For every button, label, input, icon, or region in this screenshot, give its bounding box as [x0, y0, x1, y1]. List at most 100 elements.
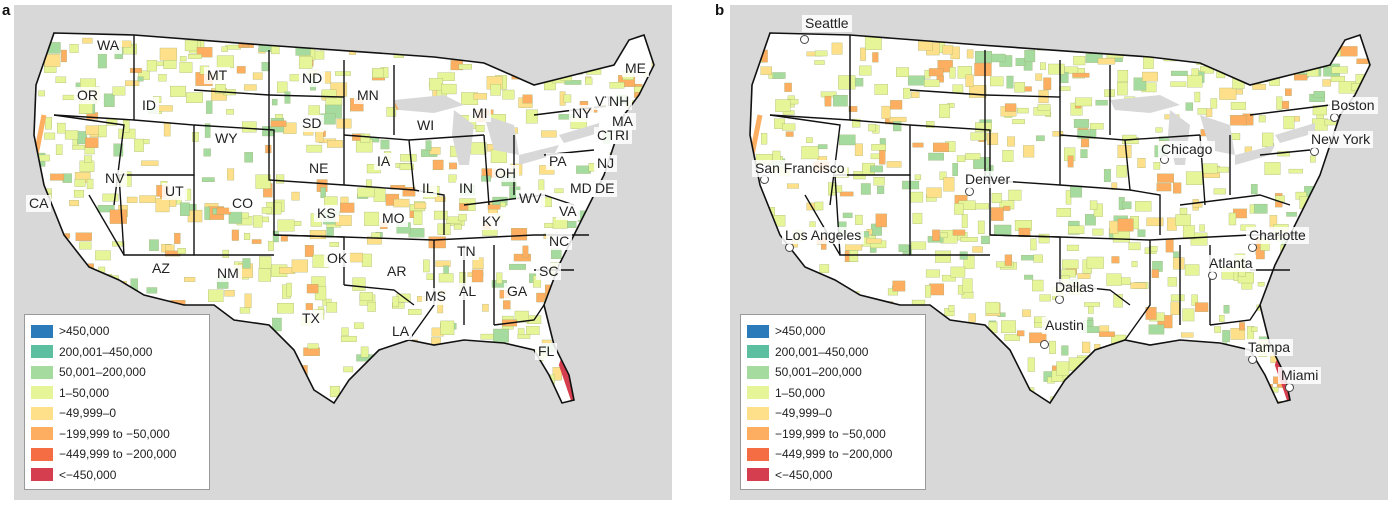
city-label-charlotte: Charlotte: [1246, 227, 1309, 244]
county-cell: [1177, 390, 1190, 399]
county-cell: [1114, 347, 1130, 362]
county-cell: [417, 365, 424, 376]
county-cell: [594, 349, 608, 355]
city-label-san-francisco: San Francisco: [752, 160, 848, 177]
state-label-nc: NC: [546, 233, 573, 250]
county-cell: [335, 71, 351, 76]
county-cell: [480, 333, 494, 340]
legend-swatch: [31, 386, 53, 400]
county-cell: [375, 386, 382, 399]
county-cell: [1006, 75, 1014, 89]
county-cell: [1342, 313, 1352, 328]
county-cell: [1056, 361, 1070, 376]
county-cell: [1172, 46, 1189, 60]
county-cell: [1106, 273, 1122, 286]
county-cell: [85, 125, 99, 135]
county-cell: [1128, 392, 1136, 402]
county-cell: [903, 87, 911, 99]
county-cell: [215, 84, 226, 94]
county-cell: [141, 298, 154, 305]
county-cell: [548, 64, 555, 71]
county-cell: [213, 335, 226, 343]
county-cell: [932, 142, 949, 152]
state-label-ky: KY: [479, 213, 504, 230]
county-cell: [1014, 82, 1025, 93]
state-border: [769, 114, 841, 206]
county-cell: [525, 109, 538, 124]
county-cell: [40, 266, 56, 279]
county-cell: [1365, 189, 1370, 201]
county-cell: [1367, 72, 1370, 85]
county-cell: [1244, 381, 1260, 387]
state-border: [119, 119, 195, 176]
city-label-miami: Miami: [1278, 367, 1322, 384]
county-cell: [966, 49, 974, 59]
county-cell: [43, 294, 50, 305]
legend-swatch: [31, 447, 53, 461]
state-label-ca: CA: [26, 195, 52, 212]
county-cell: [170, 85, 186, 97]
county-cell: [482, 229, 498, 236]
county-cell: [585, 77, 593, 85]
county-cell: [911, 241, 927, 250]
legend-swatch: [747, 324, 769, 338]
county-cell: [109, 282, 116, 295]
state-border: [804, 194, 841, 256]
state-border: [1249, 104, 1331, 116]
county-cell: [387, 403, 394, 413]
county-cell: [222, 249, 230, 258]
county-cell: [912, 142, 924, 148]
county-cell: [819, 264, 830, 273]
county-cell: [624, 327, 642, 341]
legend-label: <−450,000: [59, 467, 117, 482]
county-cell: [566, 338, 578, 348]
county-cell: [775, 99, 791, 112]
county-cell: [1244, 379, 1259, 394]
city-marker-denver: [965, 187, 974, 196]
county-cell: [964, 390, 979, 401]
county-cell: [38, 90, 45, 97]
county-cell: [1029, 332, 1047, 344]
county-cell: [1257, 67, 1266, 80]
county-cell: [230, 397, 239, 403]
county-cell: [438, 273, 454, 283]
county-cell: [493, 395, 504, 403]
county-cell: [511, 363, 520, 375]
county-cell: [1021, 254, 1036, 261]
county-cell: [814, 50, 828, 57]
county-cell: [877, 186, 885, 194]
state-border: [1124, 134, 1201, 141]
county-cell: [1142, 71, 1158, 82]
county-cell: [98, 125, 107, 138]
county-cell: [1224, 62, 1239, 72]
county-cell: [426, 273, 434, 280]
state-label-wv: WV: [516, 190, 545, 207]
county-cell: [244, 293, 252, 308]
county-cell: [1358, 310, 1370, 325]
county-cell: [852, 118, 861, 128]
county-cell: [974, 62, 992, 77]
county-cell: [1156, 183, 1172, 192]
county-cell: [141, 160, 159, 166]
state-label-va: VA: [556, 203, 580, 220]
legend-item: −49,999–0: [31, 403, 203, 424]
legend-item: −449,999 to −200,000: [31, 444, 203, 465]
county-cell: [1224, 360, 1239, 373]
county-cell: [1166, 380, 1173, 388]
county-cell: [76, 296, 85, 306]
city-marker-new-york: [1310, 147, 1319, 156]
county-cell: [1258, 115, 1266, 123]
county-cell: [188, 54, 202, 59]
county-cell: [832, 185, 843, 193]
county-cell: [1126, 349, 1140, 359]
county-cell: [207, 289, 224, 302]
county-cell: [366, 399, 378, 403]
county-cell: [1022, 309, 1031, 317]
county-cell: [1061, 259, 1079, 269]
county-cell: [962, 278, 973, 293]
county-cell: [637, 100, 649, 111]
county-cell: [75, 232, 92, 241]
county-cell: [593, 231, 608, 246]
county-cell: [603, 346, 611, 353]
county-cell: [596, 313, 609, 326]
